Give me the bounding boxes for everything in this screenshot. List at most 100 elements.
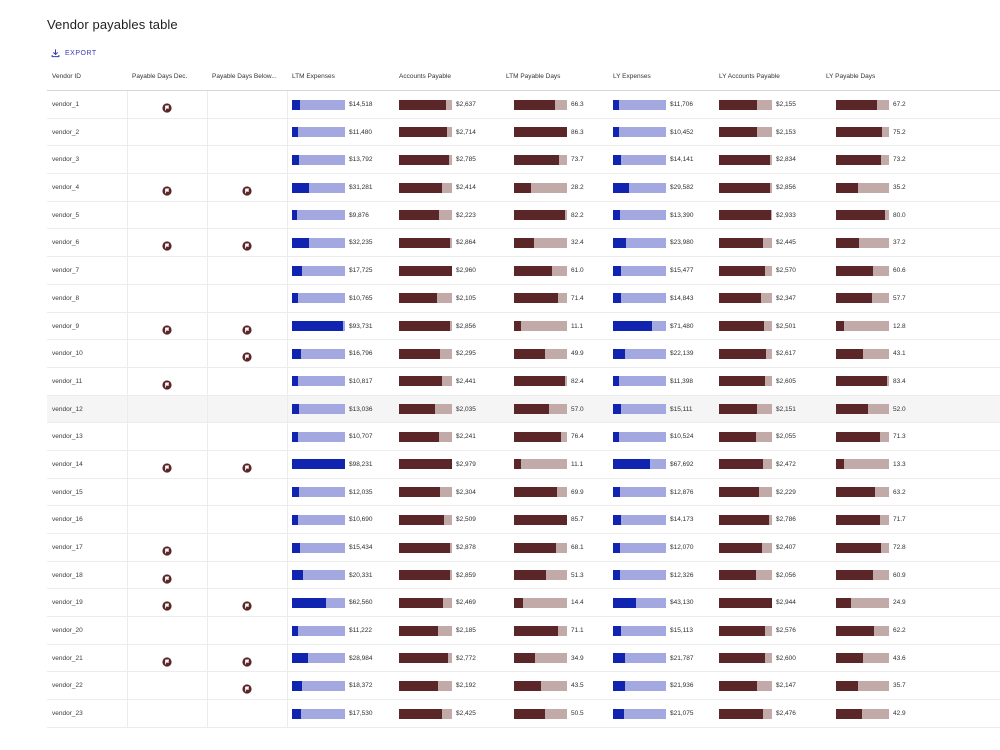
table-row[interactable]: vendor_2 $11,480 $2,714 86.3 $10,452 $2,153 75… — [47, 118, 1000, 147]
ly-expenses-value: $67,692 — [670, 460, 694, 468]
table-row[interactable]: vendor_3 $13,792 $2,785 73.7 $14,141 $2,834 73… — [47, 146, 1000, 175]
ltm-payable-days-value: 82.4 — [571, 377, 584, 385]
table-row[interactable]: vendor_10 $16,796 $2,295 49.9 $22,139 $2,617 4… — [47, 340, 1000, 368]
accounts-payable-value: $2,878 — [456, 544, 476, 551]
ltm-payable-days-value: 61.0 — [571, 267, 584, 275]
ly-payable-days-value: 80.0 — [893, 211, 906, 219]
table-row[interactable]: vendor_20 $11,222 $2,185 71.1 $15,113 $2,576 6… — [47, 617, 1000, 645]
ly-expenses-bar — [613, 99, 666, 110]
flag-icon — [242, 681, 252, 695]
accounts-payable-value: $2,637 — [456, 101, 476, 108]
column-header-ly-accounts-payable[interactable]: LY Accounts Payable — [719, 73, 780, 80]
ltm-payable-days-bar — [514, 597, 567, 608]
column-header-ly-expenses[interactable]: LY Expenses — [613, 73, 651, 80]
ly-payable-days-bar — [836, 265, 889, 276]
accounts-payable-bar — [399, 210, 452, 221]
ltm-expenses-value: $10,765 — [349, 294, 373, 302]
ltm-expenses-bar — [292, 514, 345, 525]
ly-payable-days-value: 62.2 — [893, 627, 906, 635]
ly-expenses-value: $43,130 — [670, 599, 694, 607]
flag-icon — [162, 238, 172, 252]
flag-icon — [242, 322, 252, 335]
table-row[interactable]: vendor_14 $98,231 $2,979 11.1 $67,692 $2,472 1… — [47, 450, 1000, 479]
table-row[interactable]: vendor_22 $18,372 $2,192 43.5 $21,936 $2,147 3… — [47, 672, 1000, 701]
vendor-id: vendor_22 — [52, 682, 83, 690]
accounts-payable-value: $2,960 — [456, 267, 476, 275]
table-row[interactable]: vendor_4 $31,281 $2,414 28.2 $29,582 $2,856 35… — [47, 174, 1000, 202]
column-header-vendor-id[interactable]: Vendor ID — [52, 73, 81, 80]
column-header-payable-days-below[interactable]: Payable Days Below... — [212, 73, 277, 80]
table-row[interactable]: vendor_11 $10,817 $2,441 82.4 $11,398 $2,605 8… — [47, 367, 1000, 396]
ly-payable-days-value: 60.9 — [893, 571, 906, 579]
table-row[interactable]: vendor_15 $12,035 $2,304 69.9 $12,876 $2,229 6… — [47, 478, 1000, 507]
column-divider — [287, 340, 288, 367]
table-row[interactable]: vendor_18 $20,331 $2,859 51.3 $12,326 $2,056 6… — [47, 561, 1000, 590]
ltm-payable-days-bar — [514, 265, 567, 276]
table-row[interactable]: vendor_5 $9,876 $2,223 82.2 $13,390 $2,933 80.… — [47, 201, 1000, 230]
flag-icon — [162, 571, 172, 584]
column-divider — [127, 561, 128, 589]
ly-payable-days-bar — [836, 459, 889, 470]
ltm-payable-days-bar — [514, 293, 567, 304]
ly-expenses-bar — [613, 514, 666, 525]
accounts-payable-value: $2,714 — [456, 128, 476, 136]
column-divider — [287, 395, 288, 423]
ly-expenses-value: $14,173 — [670, 516, 694, 524]
ltm-expenses-bar — [292, 348, 345, 359]
column-divider — [287, 174, 288, 201]
ly-payable-days-bar — [836, 321, 889, 331]
ly-accounts-payable-bar — [719, 127, 772, 138]
ly-accounts-payable-value: $2,570 — [776, 267, 796, 275]
ly-accounts-payable-bar — [719, 293, 772, 304]
ly-payable-days-value: 63.2 — [893, 488, 906, 496]
table-row[interactable]: vendor_16 $10,690 $2,509 85.7 $14,173 $2,786 7… — [47, 506, 1000, 534]
ly-payable-days-value: 13.3 — [893, 460, 906, 468]
ltm-payable-days-bar — [514, 653, 567, 664]
flag-icon — [162, 322, 172, 335]
ltm-expenses-bar — [292, 293, 345, 304]
column-divider — [207, 201, 208, 229]
column-divider — [207, 257, 208, 284]
ly-payable-days-value: 37.2 — [893, 239, 906, 247]
column-header-ltm-payable-days[interactable]: LTM Payable Days — [506, 73, 561, 80]
table-row[interactable]: vendor_19 $62,560 $2,469 14.4 $43,130 $2,944 2… — [47, 589, 1000, 618]
column-header-ltm-expenses[interactable]: LTM Expenses — [292, 73, 335, 80]
column-divider — [287, 201, 288, 229]
table-row[interactable]: vendor_6 $32,235 $2,864 32.4 $23,980 $2,445 37… — [47, 229, 1000, 258]
column-divider — [207, 589, 208, 617]
column-divider — [287, 644, 288, 672]
table-row[interactable]: vendor_21 $28,984 $2,772 34.9 $21,787 $2,600 4… — [47, 644, 1000, 673]
column-divider — [127, 201, 128, 229]
ly-payable-days-bar — [836, 154, 889, 165]
flag-icon — [162, 543, 172, 556]
ly-accounts-payable-value: $2,786 — [776, 516, 796, 524]
vendor-id: vendor_7 — [52, 267, 80, 275]
accounts-payable-value: $2,979 — [456, 460, 476, 468]
table-row[interactable]: vendor_9 $93,731 $2,856 11.1 $71,480 $2,501 12… — [47, 312, 1000, 341]
accounts-payable-value: $2,185 — [456, 627, 476, 635]
ltm-expenses-bar — [292, 653, 345, 664]
column-divider — [287, 617, 288, 644]
column-divider — [127, 312, 128, 340]
table-row[interactable]: vendor_23 $17,530 $2,425 50.5 $21,075 $2,476 4… — [47, 700, 1000, 728]
table-row[interactable]: vendor_17 $15,434 $2,878 68.1 $12,070 $2,407 7… — [47, 534, 1000, 562]
table-row[interactable]: vendor_12 $13,036 $2,035 57.0 $15,111 $2,151 5… — [47, 395, 1000, 424]
ly-accounts-payable-bar — [719, 265, 772, 276]
ltm-expenses-value: $12,035 — [349, 488, 373, 496]
table-row[interactable]: vendor_7 $17,725 $2,960 61.0 $15,477 $2,570 60… — [47, 257, 1000, 285]
ly-expenses-bar — [613, 376, 666, 387]
ly-payable-days-value: 42.9 — [893, 710, 906, 718]
ly-accounts-payable-bar — [719, 99, 772, 110]
table-row[interactable]: vendor_13 $10,707 $2,241 76.4 $10,524 $2,055 7… — [47, 423, 1000, 451]
column-header-payable-days-dec[interactable]: Payable Days Dec. — [132, 73, 188, 80]
column-header-accounts-payable[interactable]: Accounts Payable — [399, 73, 452, 80]
ly-expenses-bar — [613, 597, 666, 608]
column-divider — [287, 423, 288, 450]
table-row[interactable]: vendor_8 $10,765 $2,105 71.4 $14,843 $2,347 57… — [47, 284, 1000, 313]
export-button[interactable]: EXPORT — [51, 48, 97, 58]
table-row[interactable]: vendor_1 $14,518 $2,637 66.3 $11,706 $2,155 67… — [47, 91, 1000, 119]
column-divider — [127, 589, 128, 617]
ltm-expenses-value: $20,331 — [349, 571, 373, 579]
column-header-ly-payable-days[interactable]: LY Payable Days — [826, 73, 876, 80]
ltm-payable-days-value: 71.4 — [571, 294, 584, 302]
